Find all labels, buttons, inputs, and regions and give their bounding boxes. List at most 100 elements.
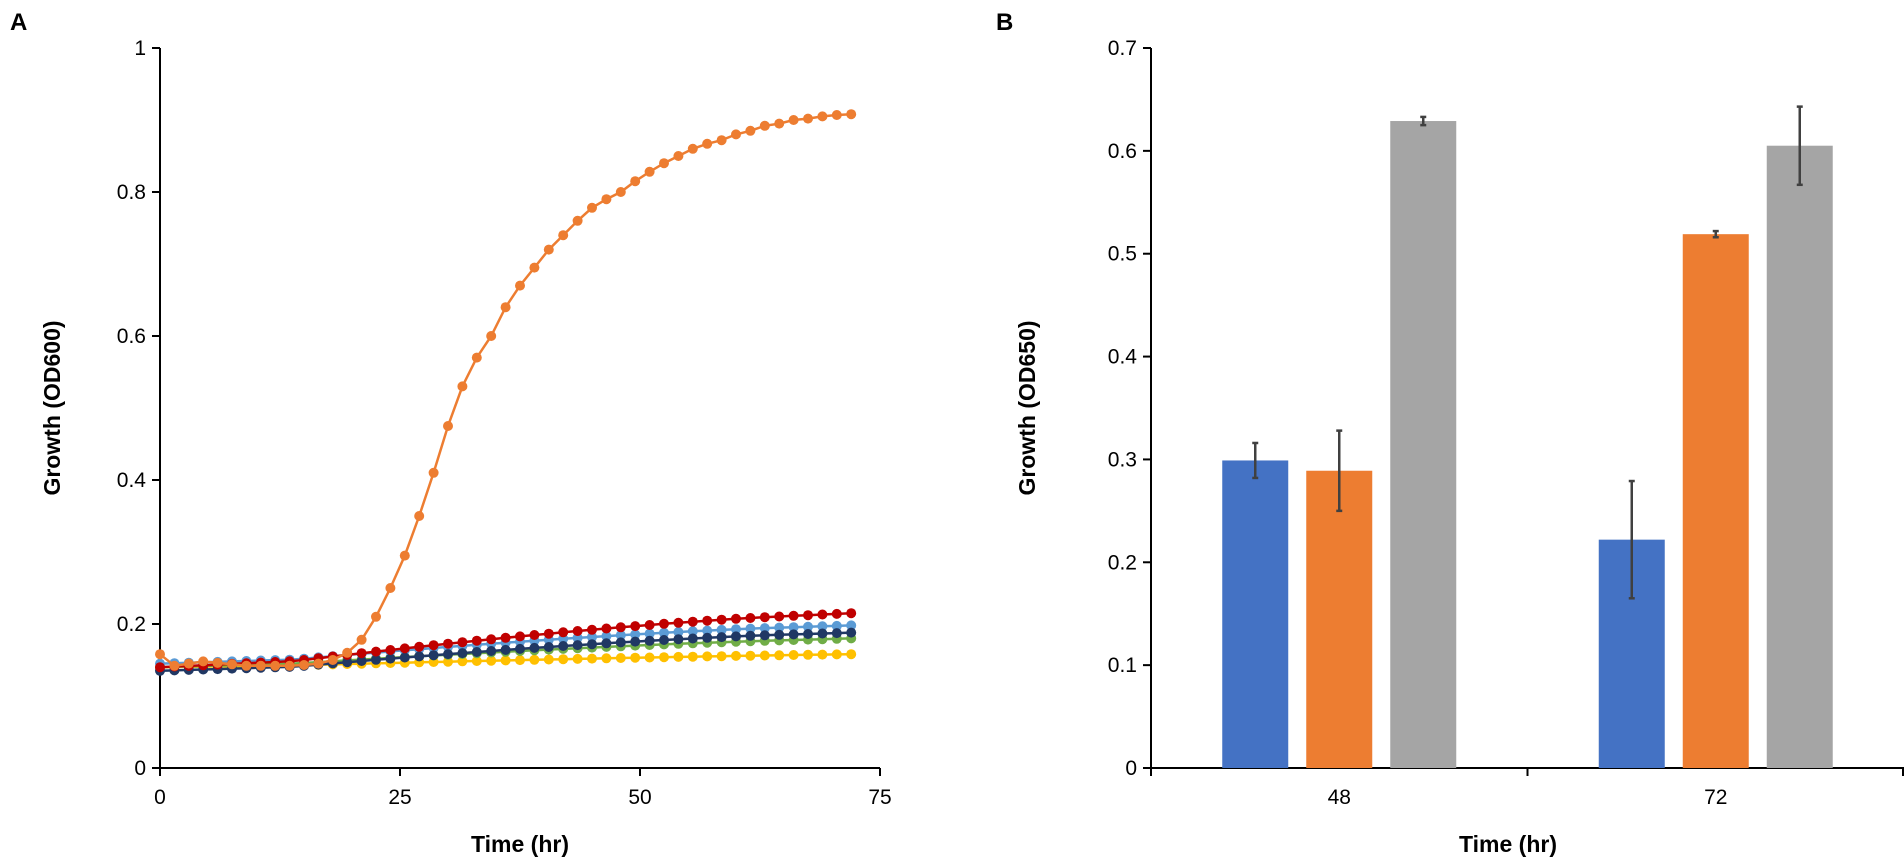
data-point <box>659 627 669 638</box>
data-point <box>817 649 828 660</box>
data-point <box>745 125 756 136</box>
data-point <box>558 230 569 241</box>
data-point <box>745 613 756 623</box>
data-point <box>745 650 756 661</box>
data-point <box>371 646 381 657</box>
data-point <box>846 649 857 660</box>
a-y-tick-label: 0.2 <box>117 613 146 636</box>
data-point <box>457 381 468 392</box>
data-point <box>572 653 583 664</box>
data-point <box>731 650 741 661</box>
panel-a-x-label: Time (hr) <box>471 831 569 857</box>
data-point <box>299 660 309 670</box>
data-point <box>572 626 583 636</box>
data-point <box>846 608 857 619</box>
a-x-tick-label: 25 <box>388 786 411 809</box>
data-point <box>659 158 669 169</box>
a-y-tick-label: 0.8 <box>117 181 146 204</box>
data-point <box>831 620 842 631</box>
data-point <box>687 626 698 637</box>
data-point <box>212 657 223 668</box>
data-point <box>788 610 799 621</box>
data-point <box>673 151 684 161</box>
data-point <box>803 649 813 660</box>
data-point <box>615 637 626 648</box>
data-point <box>615 630 626 641</box>
data-point <box>831 608 842 619</box>
data-point <box>457 656 468 667</box>
data-point <box>601 623 612 634</box>
a-y-tick-label: 0.6 <box>117 325 146 348</box>
data-point <box>630 176 641 187</box>
data-point <box>543 642 554 652</box>
data-point <box>687 633 698 644</box>
data-point <box>803 610 813 621</box>
data-point <box>745 623 756 634</box>
data-point <box>673 634 684 645</box>
data-point <box>630 621 641 632</box>
bar-blue-48 <box>1222 460 1289 768</box>
data-point <box>817 621 828 632</box>
data-point <box>587 202 597 213</box>
data-point <box>731 624 741 635</box>
data-point <box>659 635 669 645</box>
data-point <box>443 638 453 649</box>
data-point <box>543 654 554 665</box>
data-point <box>529 630 540 640</box>
data-point <box>284 660 295 671</box>
series-orange <box>155 109 857 671</box>
a-y-tick-label: 0.4 <box>117 469 147 492</box>
data-point <box>558 654 569 665</box>
panel-b-x-label: Time (hr) <box>1459 831 1557 857</box>
data-point <box>270 660 281 671</box>
data-point <box>356 634 367 645</box>
data-point <box>313 658 324 669</box>
data-point <box>687 651 698 662</box>
data-point <box>659 652 669 663</box>
data-point <box>803 113 813 124</box>
data-point <box>630 636 641 647</box>
data-point <box>644 635 655 646</box>
data-point <box>500 632 511 643</box>
panel-b-label: B <box>996 9 1013 36</box>
data-point <box>587 653 597 664</box>
data-point <box>385 583 396 593</box>
data-point <box>371 611 381 622</box>
data-point <box>759 623 770 634</box>
data-point <box>227 659 237 670</box>
b-y-tick-label: 0.1 <box>1108 654 1137 677</box>
data-point <box>428 467 439 478</box>
data-point <box>731 613 741 624</box>
data-point <box>515 280 525 291</box>
b-y-tick-label: 0.6 <box>1108 140 1137 163</box>
data-point <box>241 660 252 671</box>
a-x-tick-label: 0 <box>154 786 166 809</box>
data-point <box>558 627 569 638</box>
data-point <box>356 648 367 659</box>
data-point <box>414 511 425 521</box>
data-point <box>788 629 799 640</box>
data-point <box>759 650 770 661</box>
data-point <box>558 641 569 651</box>
data-point <box>414 641 425 652</box>
b-y-tick-label: 0.7 <box>1108 37 1137 60</box>
data-point <box>198 656 209 667</box>
data-point <box>169 660 180 671</box>
data-point <box>846 627 857 638</box>
data-point <box>572 640 583 651</box>
data-point <box>457 637 468 648</box>
data-point <box>356 656 367 666</box>
data-point <box>529 642 540 653</box>
data-point <box>443 656 453 667</box>
data-point <box>644 652 655 663</box>
data-point <box>745 630 756 641</box>
data-point <box>572 215 583 226</box>
data-point <box>587 632 597 642</box>
bar-gray-72 <box>1766 145 1833 768</box>
data-point <box>443 421 453 431</box>
b-y-tick-label: 0.5 <box>1108 243 1137 266</box>
data-point <box>515 655 525 666</box>
panel-b-y-label: Growth (OD650) <box>1014 320 1040 495</box>
data-point <box>702 651 713 662</box>
data-point <box>601 194 612 205</box>
